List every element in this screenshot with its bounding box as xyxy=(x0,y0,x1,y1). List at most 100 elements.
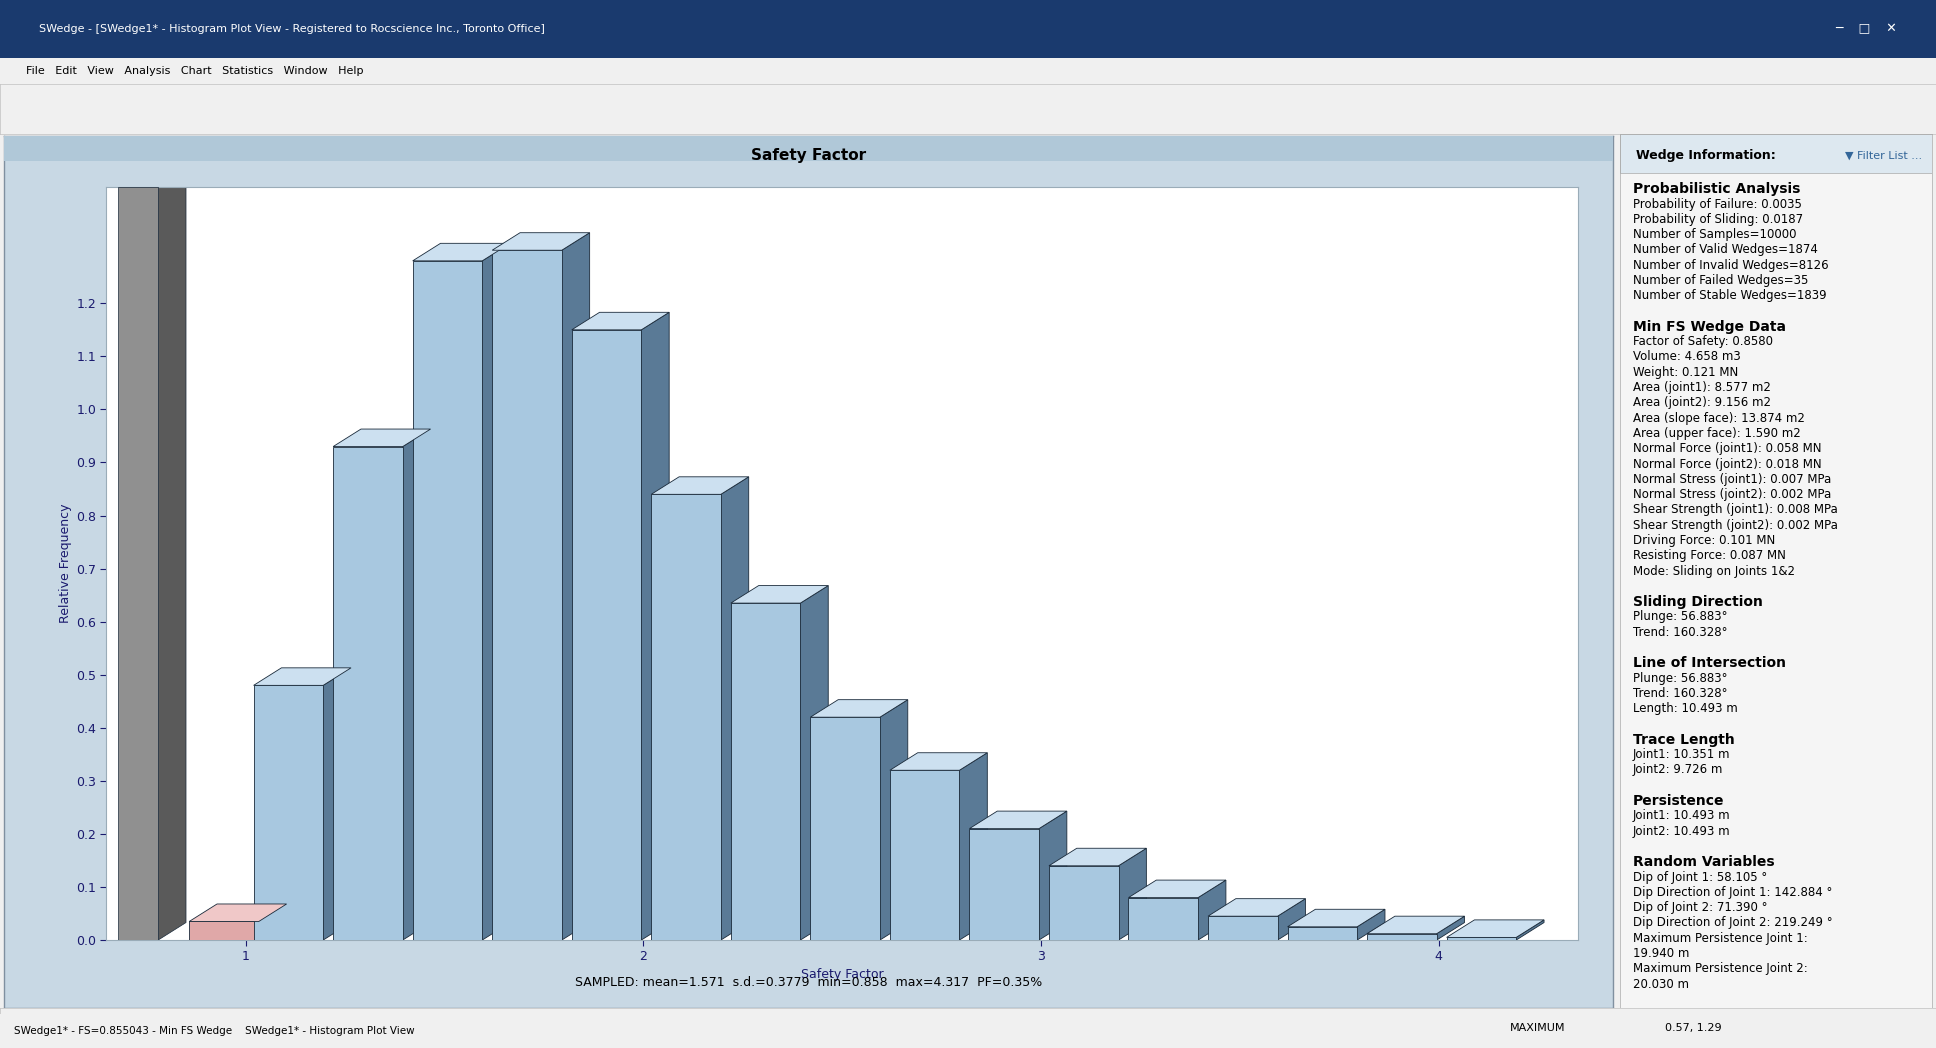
Text: Volume: 4.658 m3: Volume: 4.658 m3 xyxy=(1632,350,1740,364)
Polygon shape xyxy=(730,603,800,940)
Text: Plunge: 56.883°: Plunge: 56.883° xyxy=(1632,611,1727,624)
Text: Weight: 0.121 MN: Weight: 0.121 MN xyxy=(1632,366,1739,378)
Polygon shape xyxy=(412,261,482,940)
Text: Sliding Direction: Sliding Direction xyxy=(1632,595,1764,609)
Polygon shape xyxy=(1446,920,1545,937)
Polygon shape xyxy=(1129,880,1225,897)
Polygon shape xyxy=(1357,910,1384,940)
Polygon shape xyxy=(650,477,749,495)
Bar xyxy=(1620,134,1932,174)
Text: Length: 10.493 m: Length: 10.493 m xyxy=(1632,702,1739,716)
Polygon shape xyxy=(1208,916,1278,940)
Polygon shape xyxy=(970,811,1067,829)
Polygon shape xyxy=(1129,897,1198,940)
Text: ─    □    ✕: ─ □ ✕ xyxy=(1835,22,1897,36)
Text: Dip Direction of Joint 2: 219.249 °: Dip Direction of Joint 2: 219.249 ° xyxy=(1632,916,1833,930)
Text: File   Edit   View   Analysis   Chart   Statistics   Window   Help: File Edit View Analysis Chart Statistics… xyxy=(19,66,364,75)
Text: Mode: Sliding on Joints 1&2: Mode: Sliding on Joints 1&2 xyxy=(1632,565,1795,577)
Polygon shape xyxy=(800,586,829,940)
Text: Area (upper face): 1.590 m2: Area (upper face): 1.590 m2 xyxy=(1632,427,1800,440)
Text: Normal Stress (joint1): 0.007 MPa: Normal Stress (joint1): 0.007 MPa xyxy=(1632,473,1831,486)
Text: SWedge - [SWedge1* - Histogram Plot View - Registered to Rocscience Inc., Toront: SWedge - [SWedge1* - Histogram Plot View… xyxy=(39,24,544,34)
Text: Dip of Joint 2: 71.390 °: Dip of Joint 2: 71.390 ° xyxy=(1632,901,1768,914)
Polygon shape xyxy=(1040,811,1067,940)
Polygon shape xyxy=(118,187,159,940)
Polygon shape xyxy=(730,586,829,603)
Polygon shape xyxy=(881,700,908,940)
Text: Joint2: 9.726 m: Joint2: 9.726 m xyxy=(1632,763,1723,777)
Text: 20.030 m: 20.030 m xyxy=(1632,978,1688,990)
Polygon shape xyxy=(1208,899,1305,916)
Text: Random Variables: Random Variables xyxy=(1632,855,1775,869)
Text: Normal Force (joint2): 0.018 MN: Normal Force (joint2): 0.018 MN xyxy=(1632,458,1822,471)
Y-axis label: Relative Frequency: Relative Frequency xyxy=(58,503,72,624)
Text: SWedge1* - FS=0.855043 - Min FS Wedge    SWedge1* - Histogram Plot View: SWedge1* - FS=0.855043 - Min FS Wedge SW… xyxy=(14,1026,414,1036)
Text: Number of Samples=10000: Number of Samples=10000 xyxy=(1632,228,1797,241)
Polygon shape xyxy=(333,446,403,940)
Text: Joint1: 10.493 m: Joint1: 10.493 m xyxy=(1632,809,1731,823)
Polygon shape xyxy=(259,904,287,940)
Text: Number of Failed Wedges=35: Number of Failed Wedges=35 xyxy=(1632,274,1808,287)
Text: SAMPLED: mean=1.571  s.d.=0.3779  min=0.858  max=4.317  PF=0.35%: SAMPLED: mean=1.571 s.d.=0.3779 min=0.85… xyxy=(575,977,1042,989)
Polygon shape xyxy=(118,169,186,187)
Polygon shape xyxy=(891,770,960,940)
Text: Factor of Safety: 0.8580: Factor of Safety: 0.8580 xyxy=(1632,335,1773,348)
Text: Dip Direction of Joint 1: 142.884 °: Dip Direction of Joint 1: 142.884 ° xyxy=(1632,886,1831,899)
Polygon shape xyxy=(403,429,430,940)
Polygon shape xyxy=(811,700,908,717)
Polygon shape xyxy=(1437,916,1464,940)
Text: Dip of Joint 1: 58.105 °: Dip of Joint 1: 58.105 ° xyxy=(1632,871,1768,883)
Text: Area (joint2): 9.156 m2: Area (joint2): 9.156 m2 xyxy=(1632,396,1771,410)
Text: Trace Length: Trace Length xyxy=(1632,733,1735,747)
Polygon shape xyxy=(190,921,259,940)
Polygon shape xyxy=(482,243,509,940)
Text: 0.57, 1.29: 0.57, 1.29 xyxy=(1665,1023,1721,1033)
Text: Normal Stress (joint2): 0.002 MPa: Normal Stress (joint2): 0.002 MPa xyxy=(1632,488,1831,501)
Text: Trend: 160.328°: Trend: 160.328° xyxy=(1632,687,1727,700)
Text: Wedge Information:: Wedge Information: xyxy=(1636,150,1775,162)
Polygon shape xyxy=(571,312,670,330)
Polygon shape xyxy=(1367,934,1437,940)
X-axis label: Safety Factor: Safety Factor xyxy=(802,967,883,981)
Polygon shape xyxy=(970,829,1040,940)
Text: Maximum Persistence Joint 2:: Maximum Persistence Joint 2: xyxy=(1632,962,1808,976)
Text: Shear Strength (joint1): 0.008 MPa: Shear Strength (joint1): 0.008 MPa xyxy=(1632,503,1837,517)
Text: Joint2: 10.493 m: Joint2: 10.493 m xyxy=(1632,825,1731,837)
Polygon shape xyxy=(650,495,720,940)
Text: Probability of Sliding: 0.0187: Probability of Sliding: 0.0187 xyxy=(1632,213,1802,225)
Polygon shape xyxy=(492,250,561,940)
Polygon shape xyxy=(1367,916,1464,934)
Polygon shape xyxy=(1198,880,1225,940)
Text: Number of Invalid Wedges=8126: Number of Invalid Wedges=8126 xyxy=(1632,259,1828,271)
Text: Maximum Persistence Joint 1:: Maximum Persistence Joint 1: xyxy=(1632,932,1808,944)
Polygon shape xyxy=(190,904,287,921)
Polygon shape xyxy=(1049,848,1146,866)
Text: Driving Force: 0.101 MN: Driving Force: 0.101 MN xyxy=(1632,534,1775,547)
Text: Ready: Ready xyxy=(19,1023,54,1033)
Polygon shape xyxy=(1119,848,1146,940)
Text: Plunge: 56.883°: Plunge: 56.883° xyxy=(1632,672,1727,684)
Text: Min FS Wedge Data: Min FS Wedge Data xyxy=(1632,320,1785,334)
Polygon shape xyxy=(891,752,987,770)
Text: MAXIMUM: MAXIMUM xyxy=(1510,1023,1566,1033)
Polygon shape xyxy=(333,429,430,446)
Text: Area (slope face): 13.874 m2: Area (slope face): 13.874 m2 xyxy=(1632,412,1804,424)
Polygon shape xyxy=(1287,910,1384,926)
Polygon shape xyxy=(254,668,350,685)
Text: Area (joint1): 8.577 m2: Area (joint1): 8.577 m2 xyxy=(1632,381,1771,394)
Polygon shape xyxy=(1446,937,1516,940)
Text: Safety Factor: Safety Factor xyxy=(751,148,865,162)
Text: Resisting Force: 0.087 MN: Resisting Force: 0.087 MN xyxy=(1632,549,1785,563)
Polygon shape xyxy=(1287,926,1357,940)
Polygon shape xyxy=(561,233,590,940)
Polygon shape xyxy=(323,668,350,940)
Text: Joint1: 10.351 m: Joint1: 10.351 m xyxy=(1632,748,1731,761)
Text: Probability of Failure: 0.0035: Probability of Failure: 0.0035 xyxy=(1632,197,1802,211)
Text: 19.940 m: 19.940 m xyxy=(1632,947,1690,960)
Polygon shape xyxy=(1049,866,1119,940)
Text: Line of Intersection: Line of Intersection xyxy=(1632,656,1785,671)
Polygon shape xyxy=(1516,920,1545,940)
Text: Persistence: Persistence xyxy=(1632,794,1725,808)
Polygon shape xyxy=(254,685,323,940)
Polygon shape xyxy=(571,330,641,940)
